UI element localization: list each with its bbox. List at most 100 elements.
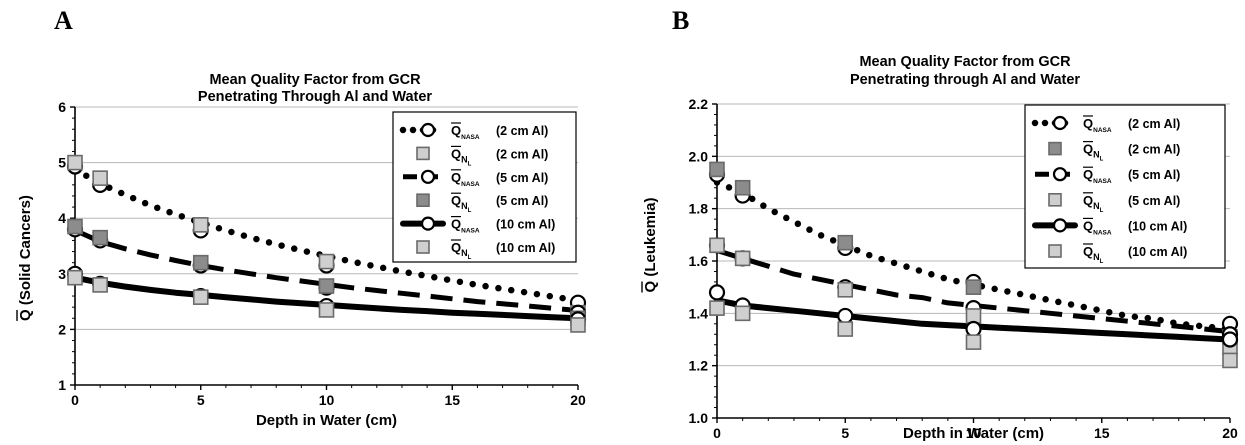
legend-label-0: QNASA (1083, 116, 1112, 134)
legend-label-3: QNL (451, 193, 472, 214)
series-4-point-3 (965, 320, 982, 338)
x-tick-label-2: 10 (319, 392, 335, 408)
chart-a: 1 2 3 4 5 6 0 5 10 15 20 Mean Quality Factor from G… (16, 72, 587, 429)
series-5-point-3 (965, 334, 982, 350)
legend-label-1: QNL (451, 146, 472, 167)
legend-marker-0 (420, 122, 436, 138)
legend-box (1024, 104, 1226, 269)
panel-letter-a: A (54, 6, 73, 35)
legend-marker-0 (1052, 115, 1068, 131)
x-axis-label: Depth in Water (cm) (256, 412, 397, 429)
x-tick-label-0: 0 (713, 425, 721, 441)
series-5-point-4 (1222, 352, 1238, 369)
series-1-point-1 (734, 179, 751, 196)
legend-tail-5: (10 cm Al) (496, 241, 555, 255)
series-1-point-1 (92, 170, 108, 186)
series-3-point-2 (192, 254, 209, 271)
legend-tail-4: (10 cm Al) (1128, 219, 1187, 233)
legend: QNASA (2 cm Al) QNL (2 cm Al) QNASA (5 cm Al)… (392, 111, 577, 263)
series-1-point-3 (318, 253, 335, 270)
y-tick-label-3: 1.6 (689, 253, 709, 269)
series-1-point-2 (192, 217, 209, 233)
legend-marker-4 (1052, 218, 1068, 233)
y-tick-label-5: 2.0 (689, 148, 709, 164)
x-tick-label-3: 15 (1094, 425, 1110, 441)
legend-label-2: QNASA (451, 170, 480, 188)
series-3-point-0 (67, 218, 83, 235)
series-3-point-2 (837, 281, 854, 298)
legend-label-5: QNL (1083, 244, 1104, 265)
legend-marker-4 (420, 216, 436, 231)
legend-label-5: QNL (451, 240, 472, 261)
y-tick-label-1: 1.2 (689, 358, 709, 374)
legend-label-3: QNL (1083, 193, 1104, 214)
series-5-point-4 (570, 317, 586, 333)
legend-marker-5 (1048, 244, 1062, 258)
x-tick-label-3: 15 (444, 392, 460, 408)
legend-label-2: QNASA (1083, 167, 1112, 185)
y-axis-label: Q (Leukemia) (641, 197, 659, 293)
chart-title-line-1: Mean Quality Factor from GCR (859, 54, 1071, 70)
y-tick-label-2: 3 (58, 266, 66, 282)
y-axis-label-text: Q (Leukemia) (642, 197, 659, 292)
y-tick-label-0: 1.0 (689, 410, 709, 426)
x-axis-label: Depth in Water (cm) (903, 425, 1044, 442)
y-tick-label-2: 1.4 (689, 305, 709, 321)
legend-tail-3: (5 cm Al) (1128, 194, 1180, 208)
legend-tail-5: (10 cm Al) (1128, 245, 1187, 259)
legend-tail-2: (5 cm Al) (496, 171, 548, 185)
panel-letter-b: B (672, 6, 690, 35)
series-5-point-0 (67, 269, 83, 286)
legend-tail-0: (2 cm Al) (496, 124, 548, 138)
series-5-point-1 (92, 277, 108, 293)
x-tick-label-4: 20 (570, 392, 586, 408)
legend-label-4: QNASA (1083, 218, 1112, 236)
x-tick-label-1: 5 (197, 392, 205, 408)
legend-tail-1: (2 cm Al) (496, 147, 548, 161)
y-tick-label-3: 4 (58, 210, 66, 226)
legend-box (392, 111, 577, 263)
x-tick-label-4: 20 (1222, 425, 1238, 441)
series-2-curve (716, 248, 1231, 335)
legend: QNASA (2 cm Al) QNL (2 cm Al) QNASA (5 cm Al)… (1024, 104, 1226, 269)
series-3-point-3 (318, 278, 335, 294)
series-3-point-0 (709, 237, 725, 254)
legend-tail-3: (5 cm Al) (496, 194, 548, 208)
series-1-point-0 (67, 154, 83, 171)
series-5-point-0 (709, 300, 725, 316)
series-5-point-2 (192, 289, 209, 305)
series-1-point-0 (709, 161, 725, 178)
x-tick-label-0: 0 (71, 392, 79, 408)
legend-marker-2 (1052, 167, 1068, 182)
series-4-point-2 (837, 307, 854, 325)
series-5-point-1 (734, 305, 751, 322)
legend-label-4: QNASA (451, 217, 480, 235)
legend-marker-1 (416, 146, 430, 161)
chart-b: 1.0 1.2 1.4 1.6 1.8 2.0 2.2 0 5 10 15 20 Mean Qualit… (641, 54, 1239, 442)
legend-marker-3 (1048, 193, 1062, 207)
x-tick-label-2: 10 (966, 425, 982, 441)
legend-tail-0: (2 cm Al) (1128, 117, 1180, 131)
chart-title-line-2: Penetrating Through Al and Water (198, 89, 433, 105)
legend-label-1: QNL (1083, 142, 1104, 163)
legend-marker-5 (416, 240, 430, 254)
series-3-point-1 (734, 250, 751, 267)
y-tick-label-4: 1.8 (689, 201, 709, 217)
y-tick-label-0: 1 (58, 377, 66, 393)
legend-marker-2 (420, 169, 436, 184)
series-4-point-4 (1221, 331, 1239, 348)
chart-title-line-1: Mean Quality Factor from GCR (209, 72, 421, 88)
y-tick-label-5: 6 (58, 99, 66, 115)
series-1-point-3 (965, 279, 982, 295)
legend-tail-1: (2 cm Al) (1128, 143, 1180, 157)
legend-label-0: QNASA (451, 123, 480, 141)
y-axis-label: Q (Solid Cancers) (16, 195, 34, 321)
series-5-point-2 (837, 321, 854, 337)
legend-marker-3 (416, 193, 430, 207)
series-0-curve (71, 166, 582, 304)
y-tick-label-6: 2.2 (689, 96, 709, 112)
legend-tail-4: (10 cm Al) (496, 218, 555, 232)
x-tick-label-1: 5 (841, 425, 849, 441)
y-tick-label-1: 2 (58, 321, 66, 337)
series-3-point-1 (92, 229, 108, 246)
